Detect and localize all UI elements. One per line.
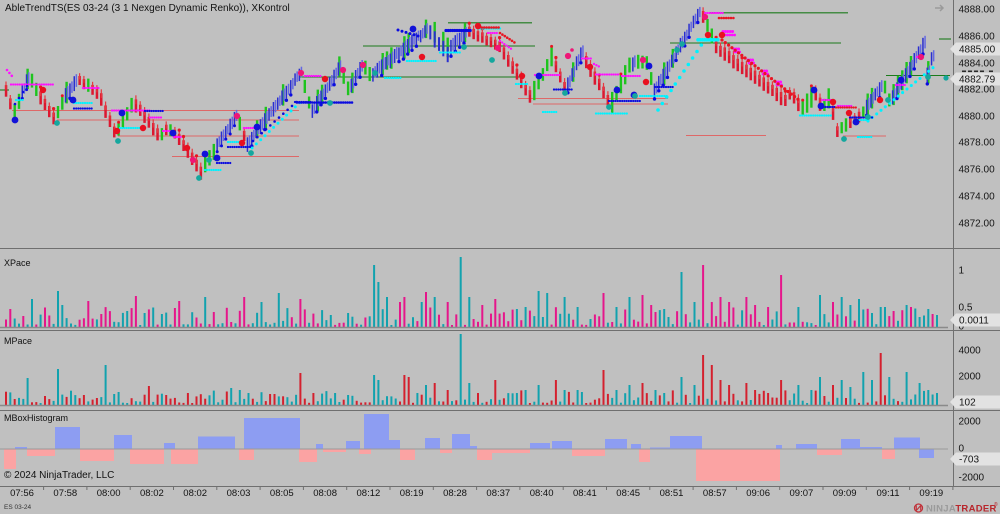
svg-text:-2000: -2000 — [959, 473, 985, 484]
svg-text:08:57: 08:57 — [703, 488, 727, 499]
svg-text:4888.00: 4888.00 — [959, 5, 996, 16]
svg-text:4872.00: 4872.00 — [959, 219, 996, 230]
svg-text:102: 102 — [959, 398, 976, 409]
svg-text:0.0011: 0.0011 — [959, 316, 989, 327]
svg-text:4885.00: 4885.00 — [959, 45, 996, 56]
svg-text:08:08: 08:08 — [313, 488, 337, 499]
svg-text:2000: 2000 — [959, 417, 982, 428]
svg-text:08:12: 08:12 — [357, 488, 381, 499]
svg-text:2000: 2000 — [959, 372, 982, 383]
svg-text:08:41: 08:41 — [573, 488, 597, 499]
svg-text:07:58: 07:58 — [53, 488, 77, 499]
svg-text:4884.00: 4884.00 — [959, 59, 996, 70]
svg-text:09:11: 09:11 — [876, 488, 899, 499]
svg-text:MBoxHistogram: MBoxHistogram — [4, 413, 68, 423]
svg-text:4874.00: 4874.00 — [959, 192, 996, 203]
svg-text:4886.00: 4886.00 — [959, 32, 996, 43]
svg-text:08:19: 08:19 — [400, 488, 424, 499]
svg-text:08:00: 08:00 — [97, 488, 121, 499]
svg-text:08:37: 08:37 — [486, 488, 510, 499]
svg-text:AbleTrendTS(ES 03-24 (3 1 Nexg: AbleTrendTS(ES 03-24 (3 1 Nexgen Dynamic… — [5, 3, 290, 14]
svg-text:© 2024 NinjaTrader, LLC: © 2024 NinjaTrader, LLC — [4, 470, 114, 481]
svg-text:09:07: 09:07 — [790, 488, 814, 499]
svg-text:0.5: 0.5 — [959, 303, 973, 314]
svg-text:4878.00: 4878.00 — [959, 138, 996, 149]
svg-text:-703: -703 — [959, 455, 979, 466]
svg-text:08:40: 08:40 — [530, 488, 554, 499]
svg-text:0: 0 — [959, 322, 965, 333]
svg-text:09:09: 09:09 — [833, 488, 857, 499]
svg-text:08:51: 08:51 — [660, 488, 684, 499]
svg-text:09:19: 09:19 — [919, 488, 943, 499]
svg-text:®: ® — [994, 501, 998, 508]
svg-text:09:06: 09:06 — [746, 488, 770, 499]
svg-text:08:02: 08:02 — [140, 488, 164, 499]
svg-text:4882.79: 4882.79 — [959, 75, 996, 86]
svg-text:4876.00: 4876.00 — [959, 165, 996, 176]
svg-text:NINJATRADER: NINJATRADER — [926, 504, 997, 514]
svg-text:1: 1 — [959, 266, 965, 277]
svg-text:4882.00: 4882.00 — [959, 85, 996, 96]
svg-text:08:03: 08:03 — [227, 488, 251, 499]
svg-text:4880.00: 4880.00 — [959, 112, 996, 123]
svg-text:4000: 4000 — [959, 346, 982, 357]
svg-text:08:05: 08:05 — [270, 488, 294, 499]
svg-text:08:45: 08:45 — [616, 488, 640, 499]
svg-text:0: 0 — [959, 444, 965, 455]
svg-text:08:28: 08:28 — [443, 488, 467, 499]
svg-text:07:56: 07:56 — [10, 488, 34, 499]
svg-text:08:02: 08:02 — [183, 488, 207, 499]
svg-text:ES 03-24: ES 03-24 — [4, 504, 31, 511]
svg-text:XPace: XPace — [4, 258, 31, 268]
svg-text:MPace: MPace — [4, 336, 32, 346]
